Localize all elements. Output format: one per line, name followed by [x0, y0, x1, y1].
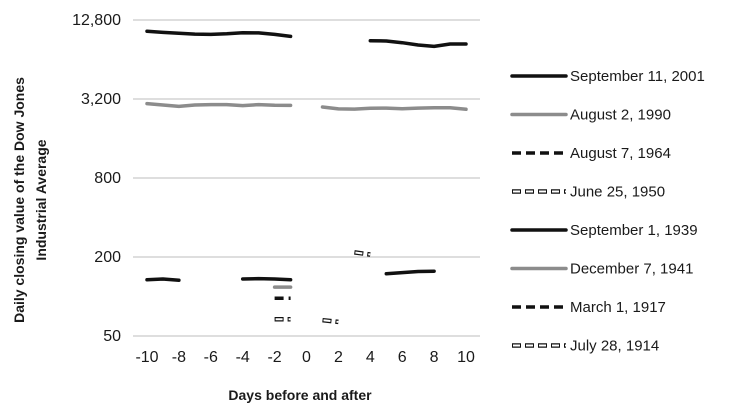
x-tick-label: 0 — [302, 349, 311, 366]
legend-item: August 2, 1990 — [510, 107, 671, 124]
y-tick-label: 3,200 — [81, 91, 121, 108]
series-1 — [145, 29, 468, 49]
x-tick-label: 8 — [430, 349, 439, 366]
legend-item: March 1, 1917 — [512, 299, 666, 316]
series-8 — [274, 317, 339, 325]
legend-label: July 28, 1914 — [570, 338, 659, 355]
legend-item: June 25, 1950 — [512, 184, 665, 201]
series-4 — [354, 250, 371, 257]
legend-item: December 7, 1941 — [510, 261, 693, 278]
y-tick-label: 12,800 — [72, 12, 121, 29]
legend-label: June 25, 1950 — [570, 184, 665, 201]
legend-label: March 1, 1917 — [570, 299, 666, 316]
series-line — [320, 105, 468, 112]
x-tick-label: -10 — [135, 349, 158, 366]
x-tick-label: -4 — [236, 349, 250, 366]
series-3 — [147, 176, 466, 177]
x-tick-label: -8 — [172, 349, 186, 366]
y-axis-tick-labels: 50 200 800 3,200 12,800 — [72, 12, 121, 345]
series-6 — [272, 285, 293, 289]
legend-label: August 2, 1990 — [570, 107, 671, 124]
series-2 — [145, 101, 468, 112]
series-line — [145, 277, 181, 282]
legend-item: September 1, 1939 — [510, 222, 698, 239]
y-tick-label: 200 — [94, 249, 121, 266]
y-axis-title-line-2: Industrial Average — [33, 139, 49, 260]
series-line — [354, 251, 371, 256]
series-5 — [145, 269, 436, 282]
x-axis-tick-labels: -10 -8 -6 -4 -2 0 2 4 6 8 10 — [135, 349, 475, 366]
legend-label: December 7, 1941 — [570, 261, 693, 278]
x-tick-label: 10 — [457, 349, 475, 366]
legend-item: July 28, 1914 — [512, 338, 659, 355]
x-tick-label: 2 — [334, 349, 343, 366]
series-line — [145, 29, 293, 39]
x-tick-label: 4 — [366, 349, 375, 366]
series-line — [368, 38, 468, 49]
x-tick-label: -2 — [267, 349, 281, 366]
series-line — [145, 101, 293, 109]
legend-label: September 11, 2001 — [570, 68, 705, 85]
y-axis-title-line-1: Daily closing value of the Dow Jones — [11, 77, 27, 323]
gridlines — [133, 19, 480, 337]
series-line — [240, 276, 293, 282]
series-lines — [145, 29, 468, 325]
y-tick-label: 50 — [103, 328, 121, 345]
y-tick-label: 800 — [94, 170, 121, 187]
legend-item: August 7, 1964 — [512, 145, 671, 162]
y-axis-title: Daily closing value of the Dow Jones Ind… — [11, 77, 49, 323]
series-line — [322, 319, 339, 323]
x-axis-title: Days before and after — [228, 387, 372, 403]
legend-label: September 1, 1939 — [570, 222, 698, 239]
series-7 — [274, 296, 291, 300]
x-tick-label: -6 — [204, 349, 218, 366]
x-tick-label: 6 — [398, 349, 407, 366]
series-line — [384, 269, 436, 276]
legend: September 11, 2001 August 2, 1990 August 7… — [510, 68, 705, 355]
legend-item: September 11, 2001 — [510, 68, 705, 85]
legend-label: August 7, 1964 — [570, 145, 671, 162]
